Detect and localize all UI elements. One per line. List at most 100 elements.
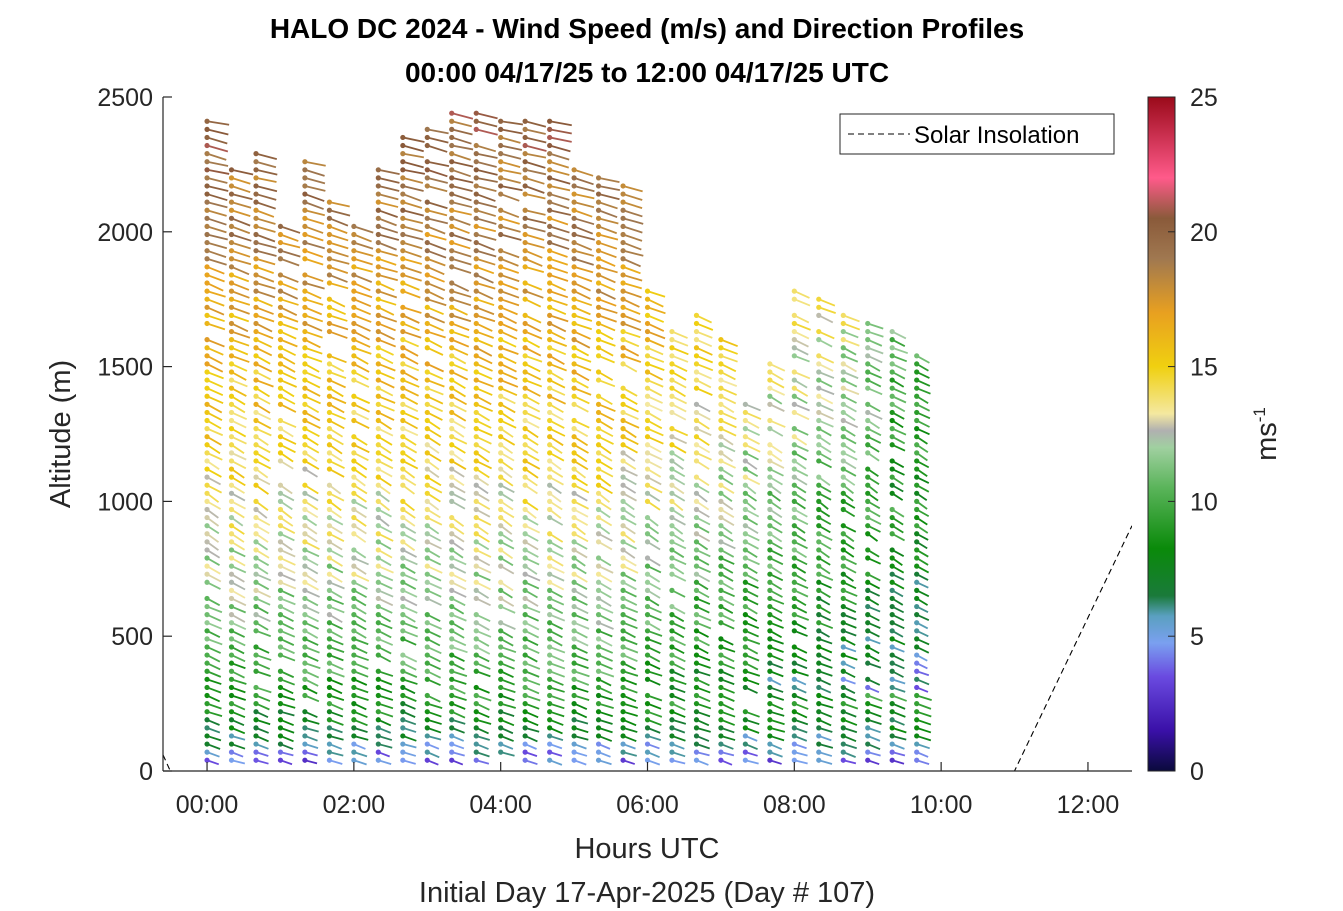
- wind-barb: [742, 458, 758, 470]
- wind-barb: [718, 377, 738, 387]
- wind-barb: [816, 579, 832, 589]
- wind-barb: [228, 539, 246, 551]
- wind-barb: [644, 644, 661, 654]
- x-axis-label: Hours UTC: [574, 833, 719, 865]
- wind-barb: [644, 369, 664, 381]
- wind-barb: [522, 377, 543, 388]
- wind-barb: [914, 612, 930, 621]
- wind-barb: [424, 393, 444, 405]
- wind-barb: [889, 434, 906, 445]
- wind-barb: [547, 320, 567, 333]
- wind-barb: [351, 434, 368, 446]
- wind-barb: [326, 280, 349, 290]
- wind-barb: [547, 757, 563, 766]
- wind-barb: [204, 482, 223, 494]
- wind-barb: [914, 434, 928, 445]
- wind-barb: [644, 563, 662, 574]
- wind-barb: [498, 620, 516, 630]
- wind-barb: [498, 385, 518, 397]
- wind-barb: [571, 612, 589, 622]
- wind-barb: [375, 595, 394, 607]
- wind-barb: [424, 717, 442, 725]
- wind-barb: [693, 644, 709, 655]
- wind-barb: [253, 191, 277, 201]
- wind-barb: [767, 684, 784, 693]
- wind-barb: [302, 644, 320, 654]
- wind-barb: [693, 442, 711, 454]
- wind-barb: [449, 207, 472, 216]
- wind-barb: [351, 757, 367, 766]
- wind-barb: [840, 692, 857, 702]
- wind-barb: [302, 450, 318, 463]
- wind-barb: [228, 717, 245, 726]
- wind-barb: [204, 142, 229, 153]
- wind-barb: [644, 450, 663, 461]
- wind-barb: [718, 563, 734, 574]
- wind-barb: [767, 644, 784, 653]
- wind-barb: [620, 466, 638, 477]
- wind-barb: [522, 514, 539, 526]
- wind-barb: [620, 701, 639, 709]
- wind-barb: [693, 692, 711, 703]
- wind-barb: [889, 709, 906, 718]
- wind-barb: [620, 482, 637, 494]
- wind-barb: [498, 248, 520, 259]
- wind-barb: [816, 312, 834, 324]
- wind-barb: [620, 563, 639, 574]
- wind-barb: [253, 385, 270, 398]
- wind-barb: [571, 393, 590, 405]
- wind-barb: [669, 612, 685, 623]
- wind-barb: [865, 660, 882, 669]
- wind-barb: [595, 676, 612, 687]
- wind-barb: [571, 563, 587, 575]
- wind-barb: [351, 595, 367, 607]
- wind-barb: [718, 587, 735, 598]
- wind-barb: [204, 288, 226, 298]
- wind-barb: [816, 353, 835, 364]
- wind-barb: [620, 353, 642, 363]
- wind-barb: [204, 595, 221, 607]
- wind-barb: [326, 450, 343, 462]
- wind-barb: [449, 151, 471, 161]
- wind-barb: [277, 490, 295, 502]
- wind-barb: [326, 709, 344, 718]
- wind-barb: [302, 426, 320, 438]
- wind-barb: [571, 215, 595, 226]
- wind-barb: [767, 539, 783, 550]
- wind-barb: [351, 231, 372, 243]
- wind-barb: [400, 692, 417, 702]
- wind-barb: [816, 393, 834, 405]
- wind-barb: [400, 531, 417, 542]
- wind-barb: [595, 555, 612, 567]
- wind-barb: [571, 434, 589, 447]
- wind-barb: [718, 684, 735, 694]
- wind-barb: [669, 701, 686, 711]
- wind-barb: [424, 401, 444, 413]
- wind-barb: [522, 345, 542, 357]
- wind-barb: [718, 749, 735, 757]
- wind-barb: [791, 701, 809, 710]
- wind-barb: [204, 345, 224, 356]
- wind-barb: [375, 652, 392, 663]
- wind-barb: [400, 523, 417, 534]
- wind-barb: [840, 612, 857, 621]
- wind-barb: [375, 587, 394, 598]
- wind-barb: [400, 579, 417, 590]
- wind-barb: [302, 377, 321, 389]
- wind-barb: [914, 701, 932, 710]
- wind-barb: [351, 474, 366, 487]
- wind-barb: [865, 369, 882, 379]
- wind-barb: [644, 482, 663, 494]
- wind-barb: [791, 692, 808, 702]
- wind-barb: [669, 442, 687, 454]
- wind-barb: [669, 531, 685, 543]
- wind-barb: [889, 563, 905, 574]
- wind-barb: [351, 393, 371, 405]
- wind-barb: [547, 377, 566, 389]
- wind-barb: [816, 749, 833, 757]
- wind-barb: [865, 652, 880, 663]
- wind-barb: [718, 709, 736, 718]
- wind-barb: [400, 272, 422, 282]
- wind-barb: [644, 660, 661, 670]
- wind-barb: [889, 361, 907, 372]
